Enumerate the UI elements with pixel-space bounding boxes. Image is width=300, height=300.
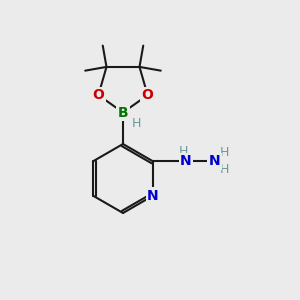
- Text: H: H: [220, 163, 230, 176]
- Text: H: H: [179, 145, 188, 158]
- Text: O: O: [92, 88, 104, 102]
- Text: O: O: [142, 88, 154, 102]
- Text: N: N: [208, 154, 220, 168]
- Text: N: N: [147, 189, 159, 203]
- Text: N: N: [180, 154, 192, 168]
- Text: H: H: [132, 116, 141, 130]
- Text: B: B: [118, 106, 128, 119]
- Text: H: H: [220, 146, 230, 159]
